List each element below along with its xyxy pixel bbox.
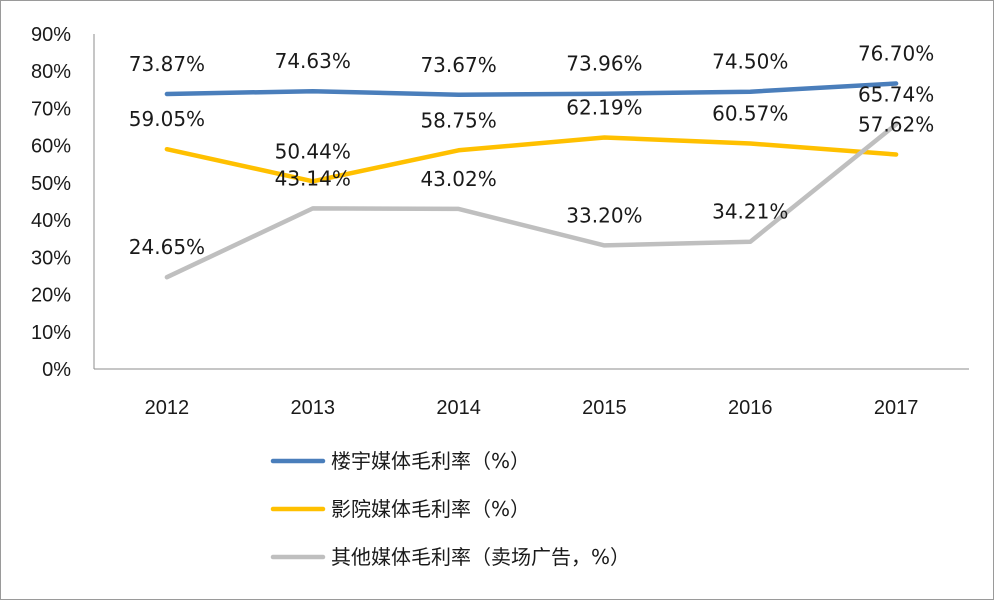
axes bbox=[93, 34, 969, 370]
series-line-2 bbox=[164, 135, 899, 184]
x-tick-label: 2012 bbox=[145, 397, 190, 419]
data-label: 74.50% bbox=[712, 50, 788, 74]
data-label: 73.67% bbox=[420, 53, 496, 77]
y-tick-label: 10% bbox=[31, 322, 71, 344]
x-tick-label: 2015 bbox=[582, 397, 627, 419]
x-axis-ticks: 2012 2013 2014 2015 2016 2017 bbox=[145, 397, 919, 419]
series-lines bbox=[164, 81, 899, 280]
y-tick-label: 40% bbox=[31, 210, 71, 232]
data-label: 43.02% bbox=[420, 167, 496, 191]
x-tick-label: 2014 bbox=[436, 397, 481, 419]
data-label: 65.74% bbox=[858, 82, 934, 106]
series-line-3 bbox=[164, 122, 899, 280]
data-label: 34.21% bbox=[712, 200, 788, 224]
legend-label: 楼宇媒体毛利率（%） bbox=[331, 449, 530, 473]
data-label: 60.57% bbox=[712, 102, 788, 126]
y-tick-label: 80% bbox=[31, 61, 71, 83]
data-label: 59.05% bbox=[129, 107, 205, 131]
data-label: 62.19% bbox=[566, 96, 642, 120]
data-label: 58.75% bbox=[420, 108, 496, 132]
data-label: 24.65% bbox=[129, 235, 205, 259]
data-label: 74.63% bbox=[275, 49, 351, 73]
y-tick-label: 90% bbox=[31, 24, 71, 46]
y-tick-label: 30% bbox=[31, 247, 71, 269]
data-label: 73.96% bbox=[566, 52, 642, 76]
x-tick-label: 2016 bbox=[728, 397, 773, 419]
y-tick-label: 50% bbox=[31, 173, 71, 195]
data-label: 33.20% bbox=[566, 203, 642, 227]
y-axis-ticks: 0% 10% 20% 30% 40% 50% 60% 70% 80% 90% bbox=[31, 24, 71, 381]
data-label: 73.87% bbox=[129, 52, 205, 76]
data-label: 43.14% bbox=[275, 166, 351, 190]
series-line-1 bbox=[164, 81, 899, 98]
data-label: 50.44% bbox=[275, 139, 351, 163]
legend: 楼宇媒体毛利率（%） 影院媒体毛利率（%） 其他媒体毛利率（卖场广告，%） bbox=[270, 449, 630, 569]
x-tick-label: 2013 bbox=[291, 397, 336, 419]
data-label: 76.70% bbox=[858, 42, 934, 66]
y-tick-label: 70% bbox=[31, 98, 71, 120]
y-tick-label: 0% bbox=[42, 359, 71, 381]
y-tick-label: 20% bbox=[31, 285, 71, 307]
data-label: 57.62% bbox=[858, 113, 934, 137]
legend-label: 影院媒体毛利率（%） bbox=[331, 497, 530, 521]
data-labels: 73.87% 74.63% 73.67% 73.96% 74.50% 76.70% 59.0… bbox=[129, 42, 934, 260]
x-tick-label: 2017 bbox=[874, 397, 919, 419]
y-tick-label: 60% bbox=[31, 136, 71, 158]
legend-label: 其他媒体毛利率（卖场广告，%） bbox=[331, 545, 630, 569]
